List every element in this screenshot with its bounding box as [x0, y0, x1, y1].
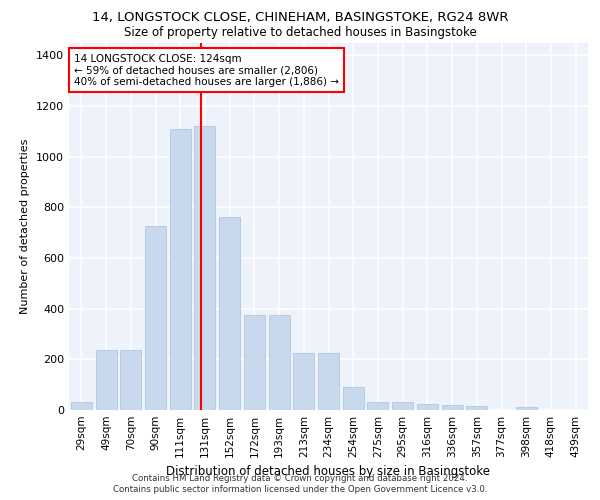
Bar	[71, 402, 92, 410]
Bar	[516, 408, 537, 410]
Bar	[392, 402, 413, 410]
Bar	[442, 405, 463, 410]
Text: 14 LONGSTOCK CLOSE: 124sqm
← 59% of detached houses are smaller (2,806)
40% of s: 14 LONGSTOCK CLOSE: 124sqm ← 59% of deta…	[74, 54, 339, 86]
Bar	[269, 315, 290, 410]
Bar	[417, 404, 438, 410]
Bar	[120, 350, 141, 410]
Bar	[343, 387, 364, 410]
Bar	[170, 128, 191, 410]
Bar	[219, 218, 240, 410]
Text: 14, LONGSTOCK CLOSE, CHINEHAM, BASINGSTOKE, RG24 8WR: 14, LONGSTOCK CLOSE, CHINEHAM, BASINGSTO…	[92, 11, 508, 24]
Bar	[318, 353, 339, 410]
Bar	[466, 406, 487, 410]
Bar	[194, 126, 215, 410]
Bar	[145, 226, 166, 410]
Bar	[293, 353, 314, 410]
X-axis label: Distribution of detached houses by size in Basingstoke: Distribution of detached houses by size …	[167, 466, 491, 478]
Text: Size of property relative to detached houses in Basingstoke: Size of property relative to detached ho…	[124, 26, 476, 39]
Y-axis label: Number of detached properties: Number of detached properties	[20, 138, 31, 314]
Text: Contains HM Land Registry data © Crown copyright and database right 2024.
Contai: Contains HM Land Registry data © Crown c…	[113, 474, 487, 494]
Bar	[367, 402, 388, 410]
Bar	[244, 315, 265, 410]
Bar	[95, 350, 116, 410]
